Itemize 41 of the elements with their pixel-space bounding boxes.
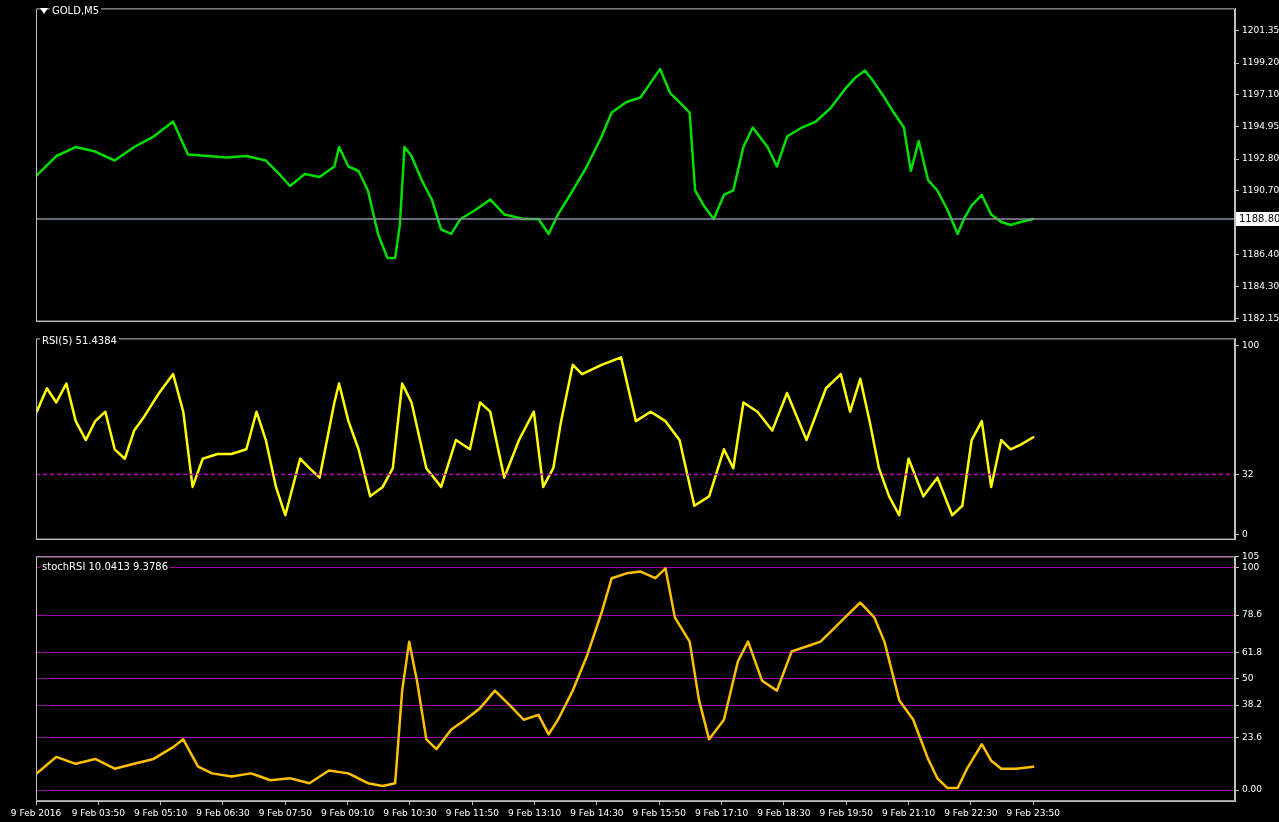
ref-line-label: 1188.80 xyxy=(1239,212,1279,224)
x-tick-label: 9 Feb 22:30 xyxy=(944,807,998,818)
y-tick-label: 0 xyxy=(1242,529,1248,540)
y-tick-label: 78.6 xyxy=(1242,609,1263,620)
x-tick-label: 9 Feb 05:10 xyxy=(133,807,188,818)
x-tick-label: 9 Feb 14:30 xyxy=(570,807,624,818)
y-tick-label: 1197.10 xyxy=(1242,88,1279,99)
chart-title: GOLD,M5 xyxy=(50,5,102,17)
x-tick-label: 9 Feb 23:50 xyxy=(1006,807,1061,818)
x-tick-label: 9 Feb 18:30 xyxy=(757,807,811,818)
y-tick-label: 1194.95 xyxy=(1242,121,1279,132)
y-tick-label: 105 xyxy=(1242,550,1260,561)
x-tick-label: 9 Feb 11:50 xyxy=(445,807,500,818)
x-tick-label: 9 Feb 19:50 xyxy=(819,807,874,818)
y-tick-label: 61.8 xyxy=(1242,646,1263,657)
x-tick-label: 9 Feb 03:50 xyxy=(71,807,126,818)
x-tick-label: 9 Feb 17:10 xyxy=(694,807,749,818)
y-tick-label: 23.6 xyxy=(1242,731,1263,742)
x-tick-label: 9 Feb 2016 xyxy=(10,807,62,818)
x-tick-label: 9 Feb 09:10 xyxy=(320,807,375,818)
x-tick-label: 9 Feb 10:30 xyxy=(383,807,437,818)
y-tick-label: 32 xyxy=(1242,468,1254,479)
y-tick-label: 1190.70 xyxy=(1242,184,1279,195)
x-tick-label: 9 Feb 06:30 xyxy=(196,807,250,818)
y-tick-label: 1184.30 xyxy=(1242,280,1279,291)
y-tick-label: 1182.15 xyxy=(1242,312,1279,323)
y-tick-label: 0.00 xyxy=(1242,784,1263,795)
y-tick-label: 100 xyxy=(1242,340,1260,351)
y-tick-label: 1192.80 xyxy=(1242,153,1279,164)
text: stochRSI 10.0413 9.3786 xyxy=(40,561,171,573)
x-tick-label: 9 Feb 21:10 xyxy=(881,807,936,818)
x-tick-label: 9 Feb 07:50 xyxy=(258,807,313,818)
y-tick-label: 100 xyxy=(1242,561,1260,572)
y-tick-label: 38.2 xyxy=(1242,699,1263,710)
y-tick-label: 1186.40 xyxy=(1242,249,1279,260)
y-tick-label: 50 xyxy=(1242,673,1254,684)
x-tick-label: 9 Feb 15:50 xyxy=(632,807,687,818)
chart-title: RSI(5) 51.4384 xyxy=(40,335,119,347)
y-tick-label: 1199.20 xyxy=(1242,57,1279,68)
y-tick-label: 1201.35 xyxy=(1242,25,1279,36)
x-tick-label: 9 Feb 13:10 xyxy=(507,807,562,818)
